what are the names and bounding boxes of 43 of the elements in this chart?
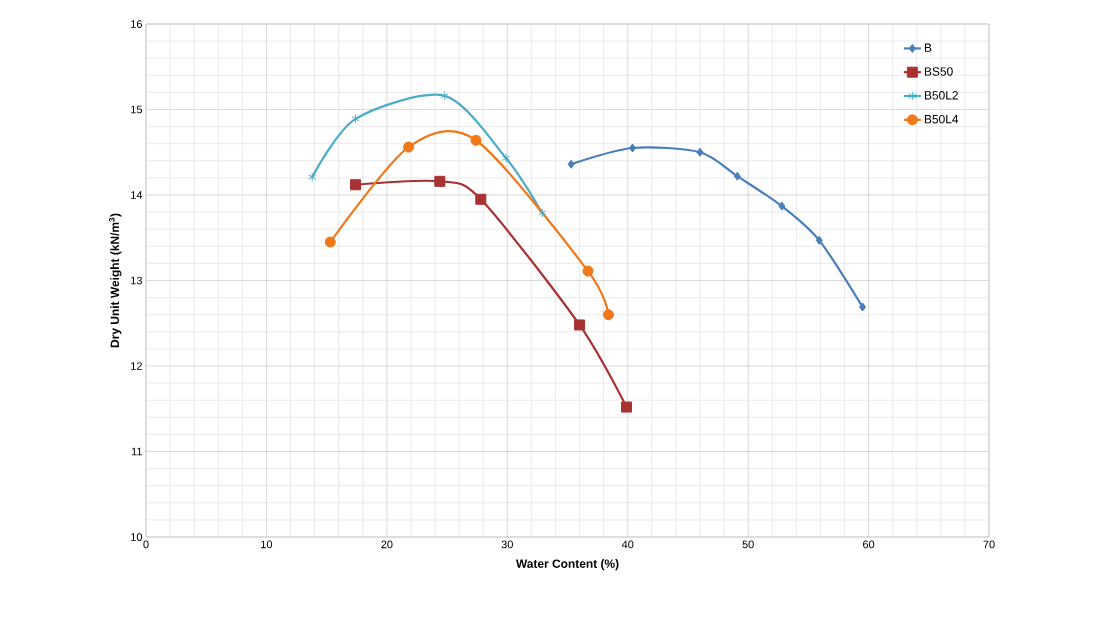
point (567, 159, 575, 169)
y-tick-label: 12 (131, 362, 142, 370)
y-tick-label: 15 (131, 105, 143, 114)
point (696, 147, 704, 157)
y-tick-label: 14 (131, 191, 143, 199)
legend-label: B (924, 43, 932, 52)
y-tick-label: 11 (131, 447, 142, 456)
point (629, 143, 637, 153)
x-axis-title: Water Content (%) (515, 559, 619, 571)
point (502, 153, 511, 163)
point (440, 91, 449, 101)
point (324, 236, 336, 248)
x-tick-label: 60 (863, 540, 875, 549)
point (351, 114, 360, 124)
point (403, 141, 415, 153)
point (470, 134, 482, 146)
legend-label: B50L4 (924, 114, 959, 124)
point (475, 193, 487, 205)
point (308, 172, 317, 182)
point (815, 235, 823, 245)
x-tick-label: 40 (621, 540, 634, 549)
x-tick-label: 0 (143, 540, 149, 549)
legend-label: BS50 (924, 67, 953, 76)
point (582, 265, 594, 277)
point (602, 309, 614, 321)
point (859, 302, 867, 312)
y-tick-label: 16 (131, 20, 142, 28)
point (434, 175, 446, 187)
x-tick-label: 50 (742, 540, 754, 549)
x-tick-label: 10 (261, 540, 273, 549)
x-tick-label: 20 (381, 540, 393, 549)
point (778, 201, 786, 211)
point (621, 401, 633, 413)
legend-label: B50L2 (924, 91, 958, 100)
y-tick-label: 10 (131, 533, 143, 541)
x-tick-label: 30 (501, 540, 513, 549)
point (350, 179, 362, 191)
y-axis-title: Dry Unit Weight (kN/m$^{3}$) (109, 213, 122, 348)
point (538, 208, 547, 218)
point (574, 319, 586, 331)
point (733, 171, 741, 181)
x-tick-label: 70 (983, 540, 995, 549)
y-tick-label: 13 (131, 276, 142, 285)
